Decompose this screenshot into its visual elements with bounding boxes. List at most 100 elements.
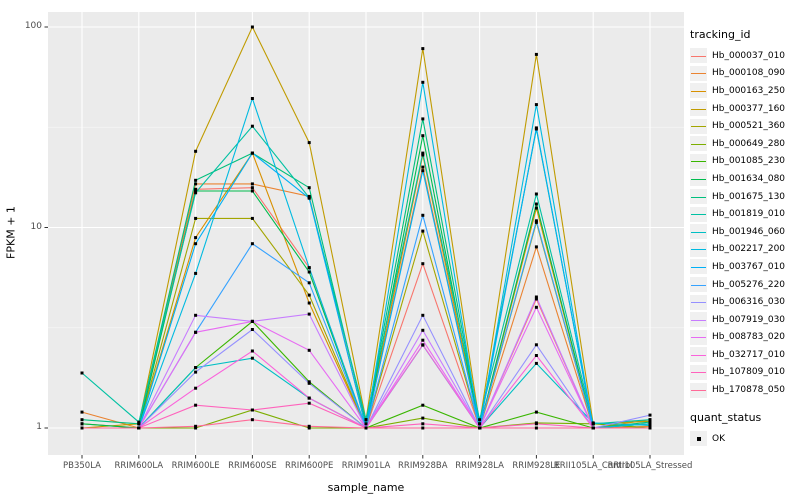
data-point [194,330,198,334]
x-tick-label: RRIM600SE [228,461,277,471]
legend-key-line-icon [691,143,706,145]
legend-item-Hb_000377_160: Hb_000377_160 [690,100,798,118]
data-point [534,343,538,347]
data-point [194,366,198,370]
data-point [421,213,425,217]
legend-item-Hb_006316_030: Hb_006316_030 [690,293,798,311]
legend-key-line-icon [691,302,706,304]
legend-key-icon [690,101,707,117]
legend-item-label: Hb_107809_010 [712,367,786,378]
data-point [250,328,254,331]
data-point [307,396,311,400]
data-point [250,151,254,155]
legend-item-Hb_001085_230: Hb_001085_230 [690,153,798,171]
legend-item-quant: OK [690,430,798,448]
data-point [421,169,425,173]
legend-item-label: Hb_003767_010 [712,261,786,272]
legend-item-label: Hb_001675_130 [712,191,786,202]
legend-item-label: Hb_000377_160 [712,103,786,114]
data-point [648,413,652,417]
legend-quant-title: quant_status [690,410,762,424]
legend-key-icon [690,259,707,275]
data-point [194,182,198,186]
legend-key-line-icon [691,108,706,110]
legend-item-Hb_000037_010: Hb_000037_010 [690,47,798,65]
data-point [534,206,538,210]
data-point [534,410,538,414]
data-point [421,134,425,138]
data-point [421,416,425,420]
legend-key-line-icon [691,231,706,233]
data-point [307,424,311,428]
legend-key-line-icon [691,196,706,198]
data-point [250,182,254,186]
data-point [80,371,84,375]
data-point [250,242,254,246]
data-point [80,410,84,414]
x-tick-label: RRIM600LE [171,461,220,471]
data-point [534,426,538,430]
data-point [194,189,198,193]
legend-key-icon [690,206,707,222]
black-square-point-icon [696,436,701,441]
data-point [307,186,311,190]
data-point [250,408,254,412]
data-point [534,354,538,357]
legend-key-icon [690,65,707,81]
legend-key-icon [690,153,707,169]
x-tick-label: RRII105LA_Control [553,461,633,471]
legend-key-icon [690,136,707,152]
legend-item-label: Hb_007919_030 [712,314,786,325]
data-point [421,262,425,266]
legend-key-icon [690,171,707,187]
data-point [250,25,254,29]
data-point [250,97,254,100]
legend-key-line-icon [691,319,706,321]
legend-key-icon [690,189,707,205]
legend-key-line-icon [691,337,706,339]
data-point [250,418,254,422]
x-tick-label: RRIM928LA [455,461,504,471]
data-point [591,426,595,430]
data-point [534,297,538,301]
data-point [307,401,311,405]
legend-item-label: Hb_000037_010 [712,50,786,61]
data-point [421,151,425,155]
data-point [478,418,482,422]
x-tick-label: RRIM928BA [398,461,448,471]
legend-key-line-icon [691,390,706,392]
legend-quant-section: quant_status OK [690,411,798,448]
data-point [250,319,254,323]
x-tick-label: PB350LA [63,461,101,471]
legend-item-Hb_000649_280: Hb_000649_280 [690,135,798,153]
data-point [648,420,652,424]
data-point [478,426,482,430]
data-point [194,216,198,220]
data-point [364,422,368,426]
legend-item-Hb_000163_250: Hb_000163_250 [690,82,798,100]
legend-tracking-title: tracking_id [690,28,751,41]
data-point [250,189,254,193]
legend-item-label: Hb_170878_050 [712,385,786,396]
data-point [307,426,311,430]
data-point [534,202,538,206]
legend-item-label: Hb_008783_020 [712,332,786,343]
legend-item-label: Hb_002217_200 [712,244,786,255]
x-tick-label: RRIM600LA [114,461,164,471]
data-point [194,271,198,275]
legend-tracking-items: Hb_000037_010 Hb_000108_090 Hb_000163_250 H… [690,47,798,399]
x-tick-label: RRII105LA_Stressed [607,461,693,471]
data-point [250,186,254,190]
data-point [364,418,368,422]
data-point [194,178,198,182]
data-point [307,312,311,316]
data-point [364,426,368,430]
data-point [307,293,311,297]
legend-key-line-icon [691,266,706,268]
data-point [250,349,254,353]
legend-key-line-icon [691,126,706,128]
x-tick-label: RRIM928LE [512,461,561,471]
legend-key-icon [690,118,707,134]
